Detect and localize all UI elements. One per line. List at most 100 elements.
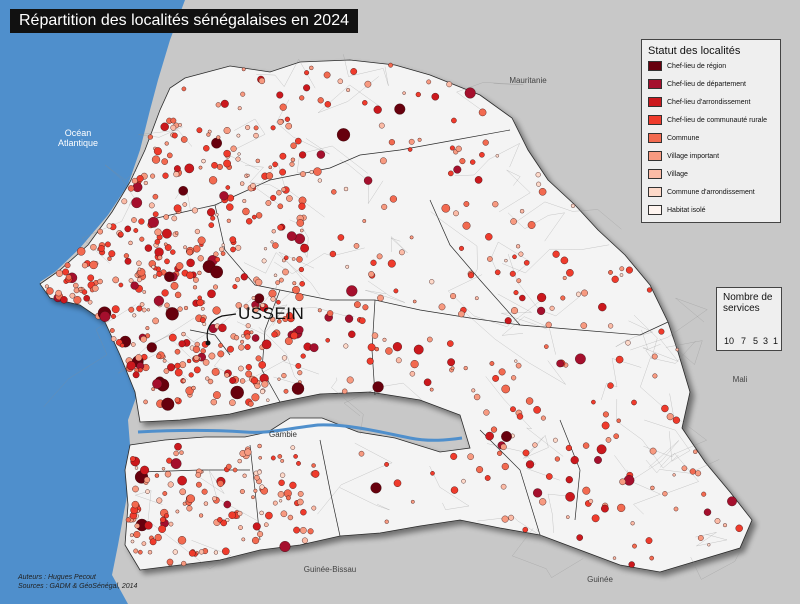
- locality-point: [695, 470, 702, 477]
- locality-point: [261, 380, 269, 388]
- locality-point: [409, 235, 414, 240]
- locality-point: [402, 91, 406, 95]
- legend-item-habitat-isole: Habitat isolé: [648, 204, 706, 216]
- locality-point: [253, 132, 259, 139]
- locality-point: [619, 266, 625, 272]
- locality-point: [490, 426, 498, 433]
- locality-point: [163, 368, 170, 374]
- locality-point: [181, 331, 186, 337]
- locality-point: [536, 181, 542, 187]
- locality-point: [239, 378, 246, 384]
- locality-point: [471, 388, 476, 393]
- locality-point: [458, 310, 465, 318]
- road: [317, 76, 381, 113]
- locality-point: [124, 257, 132, 265]
- locality-point: [645, 537, 653, 544]
- guinee-bissau-label: Guinée-Bissau: [303, 565, 357, 574]
- locality-point: [368, 271, 375, 278]
- locality-point: [462, 221, 471, 230]
- locality-point: [242, 207, 250, 216]
- locality-point: [253, 125, 259, 131]
- legend-item-chef-lieu-departement: Chef-lieu de département: [648, 78, 746, 90]
- locality-point: [247, 400, 254, 407]
- locality-point: [152, 378, 163, 389]
- locality-point: [415, 91, 421, 98]
- locality-point: [182, 202, 188, 207]
- locality-point: [277, 454, 283, 459]
- locality-point: [476, 466, 484, 474]
- locality-point: [342, 388, 348, 394]
- locality-point: [450, 293, 457, 300]
- locality-point: [272, 242, 279, 249]
- locality-point: [518, 251, 524, 257]
- locality-point: [296, 219, 305, 227]
- locality-point: [170, 117, 177, 124]
- locality-point: [509, 270, 516, 277]
- legend-swatch: [648, 133, 662, 143]
- locality-point: [220, 519, 227, 527]
- locality-point: [533, 406, 541, 414]
- locality-point: [253, 488, 258, 493]
- locality-point: [279, 168, 286, 176]
- locality-point: [136, 175, 144, 183]
- locality-point: [261, 339, 272, 350]
- locality-point: [69, 292, 76, 299]
- road: [183, 299, 252, 351]
- locality-point: [649, 447, 657, 455]
- locality-point: [295, 325, 304, 335]
- road: [643, 446, 699, 496]
- locality-point: [177, 536, 187, 545]
- locality-point: [588, 498, 594, 504]
- road: [645, 459, 720, 474]
- locality-point: [447, 358, 455, 367]
- locality-point: [662, 491, 668, 497]
- locality-point: [137, 367, 143, 373]
- locality-point: [565, 476, 573, 484]
- locality-point: [446, 81, 453, 88]
- locality-point: [181, 86, 187, 92]
- locality-point: [510, 375, 517, 381]
- locality-point: [364, 80, 372, 88]
- locality-point: [279, 152, 287, 160]
- locality-point: [417, 137, 422, 142]
- locality-point: [143, 180, 148, 186]
- map-title: Répartition des localités sénégalaises e…: [10, 9, 358, 33]
- locality-point: [258, 77, 266, 85]
- locality-point: [430, 470, 435, 476]
- locality-point: [625, 340, 631, 346]
- locality-point: [373, 105, 382, 114]
- locality-point: [229, 377, 237, 384]
- locality-point: [142, 290, 147, 294]
- locality-point: [193, 245, 201, 253]
- locality-point: [455, 145, 462, 152]
- locality-point: [170, 281, 179, 290]
- locality-point: [516, 278, 522, 284]
- locality-point: [120, 343, 125, 348]
- locality-point: [651, 353, 658, 360]
- locality-point: [544, 344, 549, 349]
- locality-point: [255, 158, 260, 164]
- locality-point: [145, 326, 150, 331]
- locality-point: [581, 289, 588, 297]
- locality-point: [111, 305, 120, 314]
- locality-point: [83, 294, 90, 302]
- locality-point: [143, 476, 151, 483]
- locality-point: [184, 163, 195, 174]
- locality-point: [628, 561, 635, 568]
- locality-point: [163, 242, 168, 247]
- locality-point: [482, 139, 489, 146]
- locality-point: [613, 433, 620, 440]
- locality-point: [211, 137, 223, 149]
- locality-point: [44, 284, 49, 289]
- locality-point: [607, 382, 614, 389]
- road: [339, 487, 390, 511]
- locality-point: [183, 305, 189, 311]
- locality-point: [277, 491, 285, 498]
- locality-point: [237, 510, 243, 517]
- locality-point: [133, 228, 139, 233]
- locality-point: [225, 463, 232, 470]
- locality-point: [566, 268, 574, 277]
- locality-point: [263, 522, 269, 528]
- locality-point: [646, 287, 653, 293]
